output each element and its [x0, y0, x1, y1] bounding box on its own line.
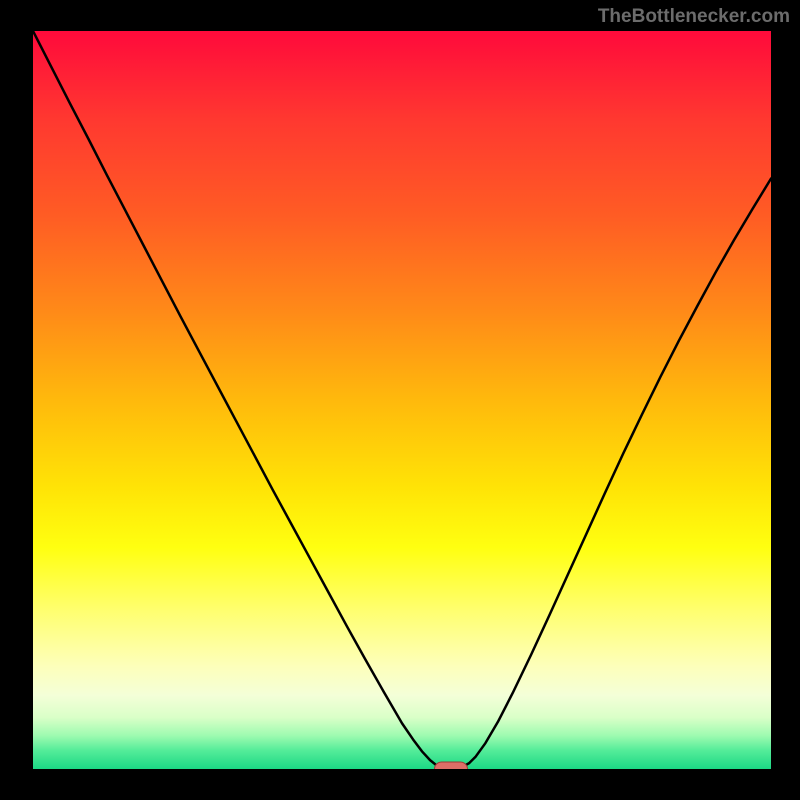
curve-layer — [33, 31, 771, 769]
plot-area — [33, 31, 771, 769]
watermark-text: TheBottlenecker.com — [598, 6, 790, 28]
bottleneck-curve — [33, 31, 771, 769]
bottleneck-chart: TheBottlenecker.com — [0, 0, 800, 800]
optimal-marker — [434, 762, 468, 770]
